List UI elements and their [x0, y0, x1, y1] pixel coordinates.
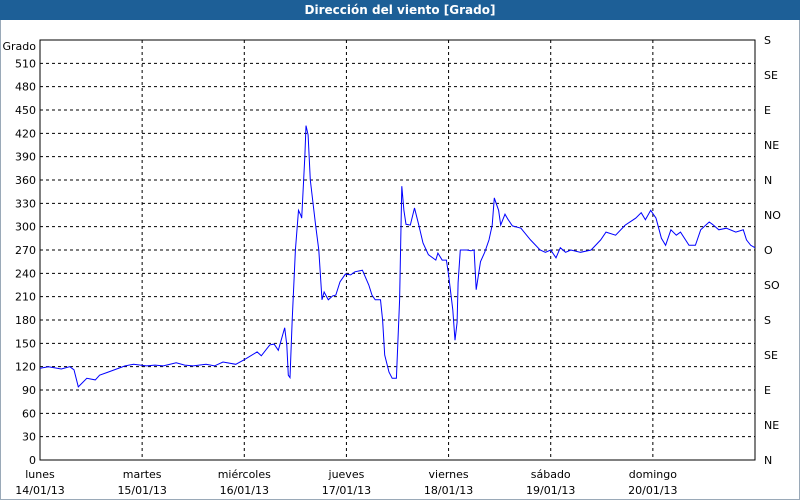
- y2-tick-label: N: [764, 454, 772, 467]
- y2-tick-label: NE: [764, 419, 779, 432]
- series-line: [39, 125, 756, 388]
- y-tick-label: 60: [22, 407, 36, 420]
- y2-tick-label: N: [764, 174, 772, 187]
- y2-tick-label: NO: [764, 209, 781, 222]
- y-tick-label: 210: [15, 291, 36, 304]
- y2-tick-label: E: [764, 104, 771, 117]
- y2-tick-label: SO: [764, 279, 780, 292]
- x-tick-day: jueves: [328, 468, 365, 481]
- y-tick-label: 480: [15, 81, 36, 94]
- y2-tick-label: SE: [764, 349, 778, 362]
- x-tick-day: sábado: [531, 468, 571, 481]
- x-tick-day: miércoles: [218, 468, 271, 481]
- x-tick-date: 20/01/13: [628, 484, 677, 497]
- x-tick-date: 15/01/13: [117, 484, 166, 497]
- y-tick-label: 0: [29, 454, 36, 467]
- y-tick-label: 150: [15, 337, 36, 350]
- y-tick-label: 390: [15, 151, 36, 164]
- y2-tick-label: SE: [764, 69, 778, 82]
- y-tick-label: 90: [22, 384, 36, 397]
- x-tick-date: 16/01/13: [220, 484, 269, 497]
- y2-tick-label: S: [764, 34, 771, 47]
- chart-title: Dirección del viento [Grado]: [0, 0, 800, 20]
- y-tick-label: 270: [15, 244, 36, 257]
- x-tick-day: viernes: [429, 468, 469, 481]
- y-tick-label: 300: [15, 221, 36, 234]
- y2-tick-label: O: [764, 244, 773, 257]
- y-tick-label: 420: [15, 127, 36, 140]
- x-tick-day: lunes: [25, 468, 55, 481]
- y-axis-label: Grado: [3, 40, 37, 53]
- y2-tick-label: E: [764, 384, 771, 397]
- y-tick-label: 120: [15, 361, 36, 374]
- y-tick-label: 30: [22, 431, 36, 444]
- y2-tick-label: S: [764, 314, 771, 327]
- y-tick-label: 240: [15, 267, 36, 280]
- x-tick-date: 17/01/13: [322, 484, 371, 497]
- y-tick-label: 330: [15, 197, 36, 210]
- y-tick-label: 180: [15, 314, 36, 327]
- y-tick-label: 510: [15, 57, 36, 70]
- x-tick-date: 19/01/13: [526, 484, 575, 497]
- x-tick-day: domingo: [629, 468, 677, 481]
- y-tick-label: 360: [15, 174, 36, 187]
- y2-tick-label: NE: [764, 139, 779, 152]
- x-tick-date: 18/01/13: [424, 484, 473, 497]
- y-tick-label: 450: [15, 104, 36, 117]
- plot-area: [39, 39, 756, 461]
- x-tick-day: martes: [123, 468, 162, 481]
- x-tick-date: 14/01/13: [15, 484, 64, 497]
